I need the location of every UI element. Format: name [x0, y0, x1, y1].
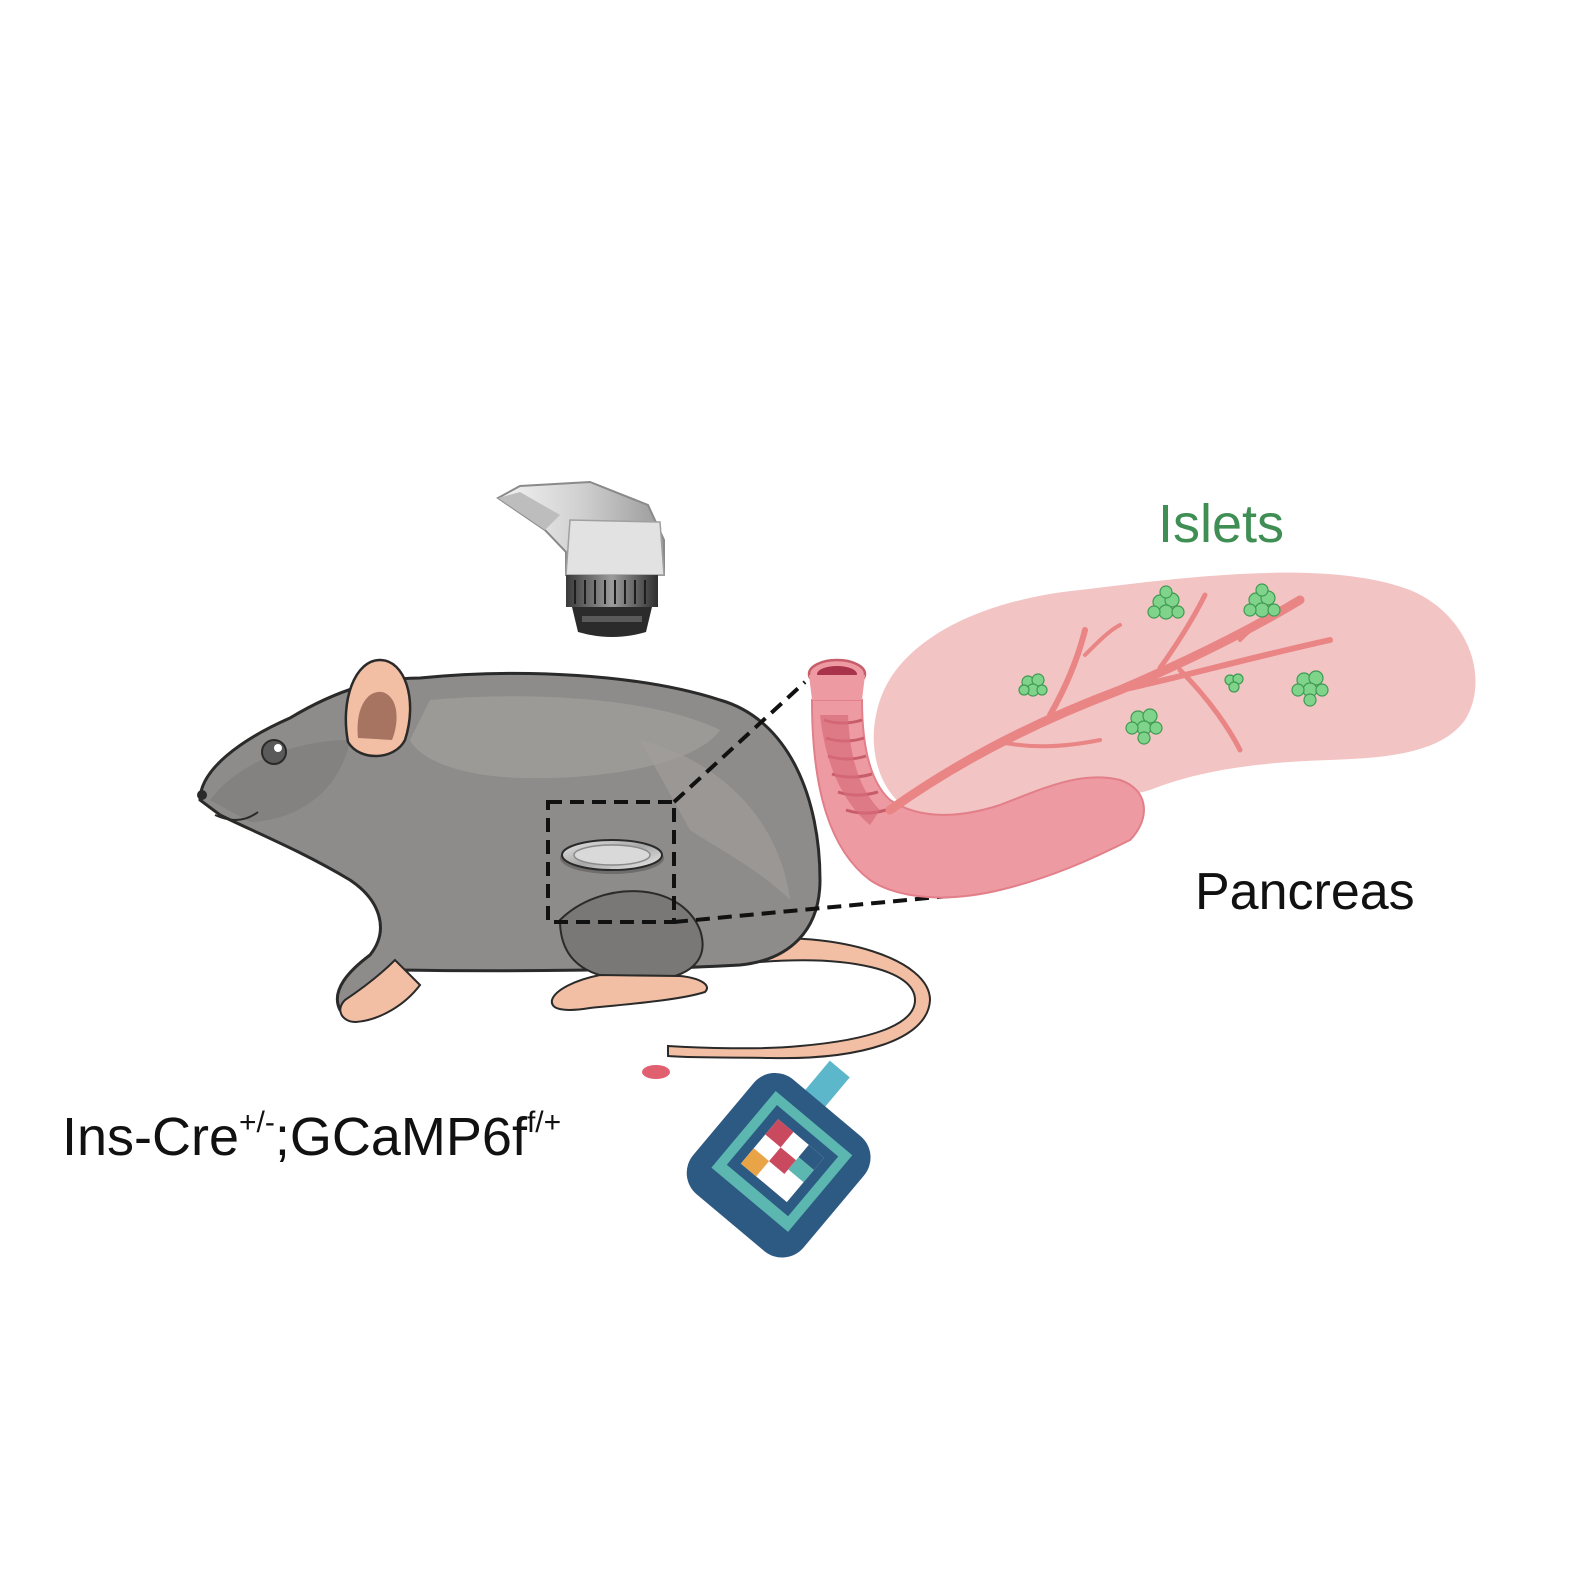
islet-clusters — [1018, 583, 1329, 745]
microscope-objective-icon — [496, 480, 665, 637]
genotype-superscript-1: +/- — [239, 1106, 275, 1139]
mouse-tail — [667, 937, 932, 1060]
genotype-part-2: ;GCaMP6f — [274, 1107, 527, 1167]
genotype-superscript-2: f/+ — [526, 1106, 562, 1139]
pancreas-label: Pancreas — [1195, 863, 1415, 921]
mouse-hind-paw — [550, 973, 708, 1011]
vessel-tree — [885, 592, 1333, 815]
pancreas-illustration — [807, 572, 1476, 899]
islet-cluster — [1291, 670, 1329, 707]
zoom-box — [546, 800, 676, 924]
imaging-window-icon — [560, 839, 664, 874]
glucometer-icon — [686, 1060, 871, 1258]
islet-cluster — [1125, 708, 1163, 745]
genotype-label: Ins-Cre+/-;GCaMP6ff/+ — [62, 1107, 561, 1167]
mouse-illustration — [197, 658, 932, 1060]
islet-cluster — [1243, 583, 1281, 618]
islet-cluster — [1018, 673, 1048, 697]
pancreas-tissue — [873, 572, 1476, 820]
islets-label: Islets — [1158, 494, 1285, 554]
blood-drop-icon — [642, 1065, 670, 1079]
zoom-lines — [672, 680, 961, 924]
genotype-part-1: Ins-Cre — [62, 1107, 240, 1167]
islet-cluster — [1224, 673, 1244, 693]
mouse-eye — [261, 739, 287, 765]
islet-cluster — [1147, 585, 1185, 620]
